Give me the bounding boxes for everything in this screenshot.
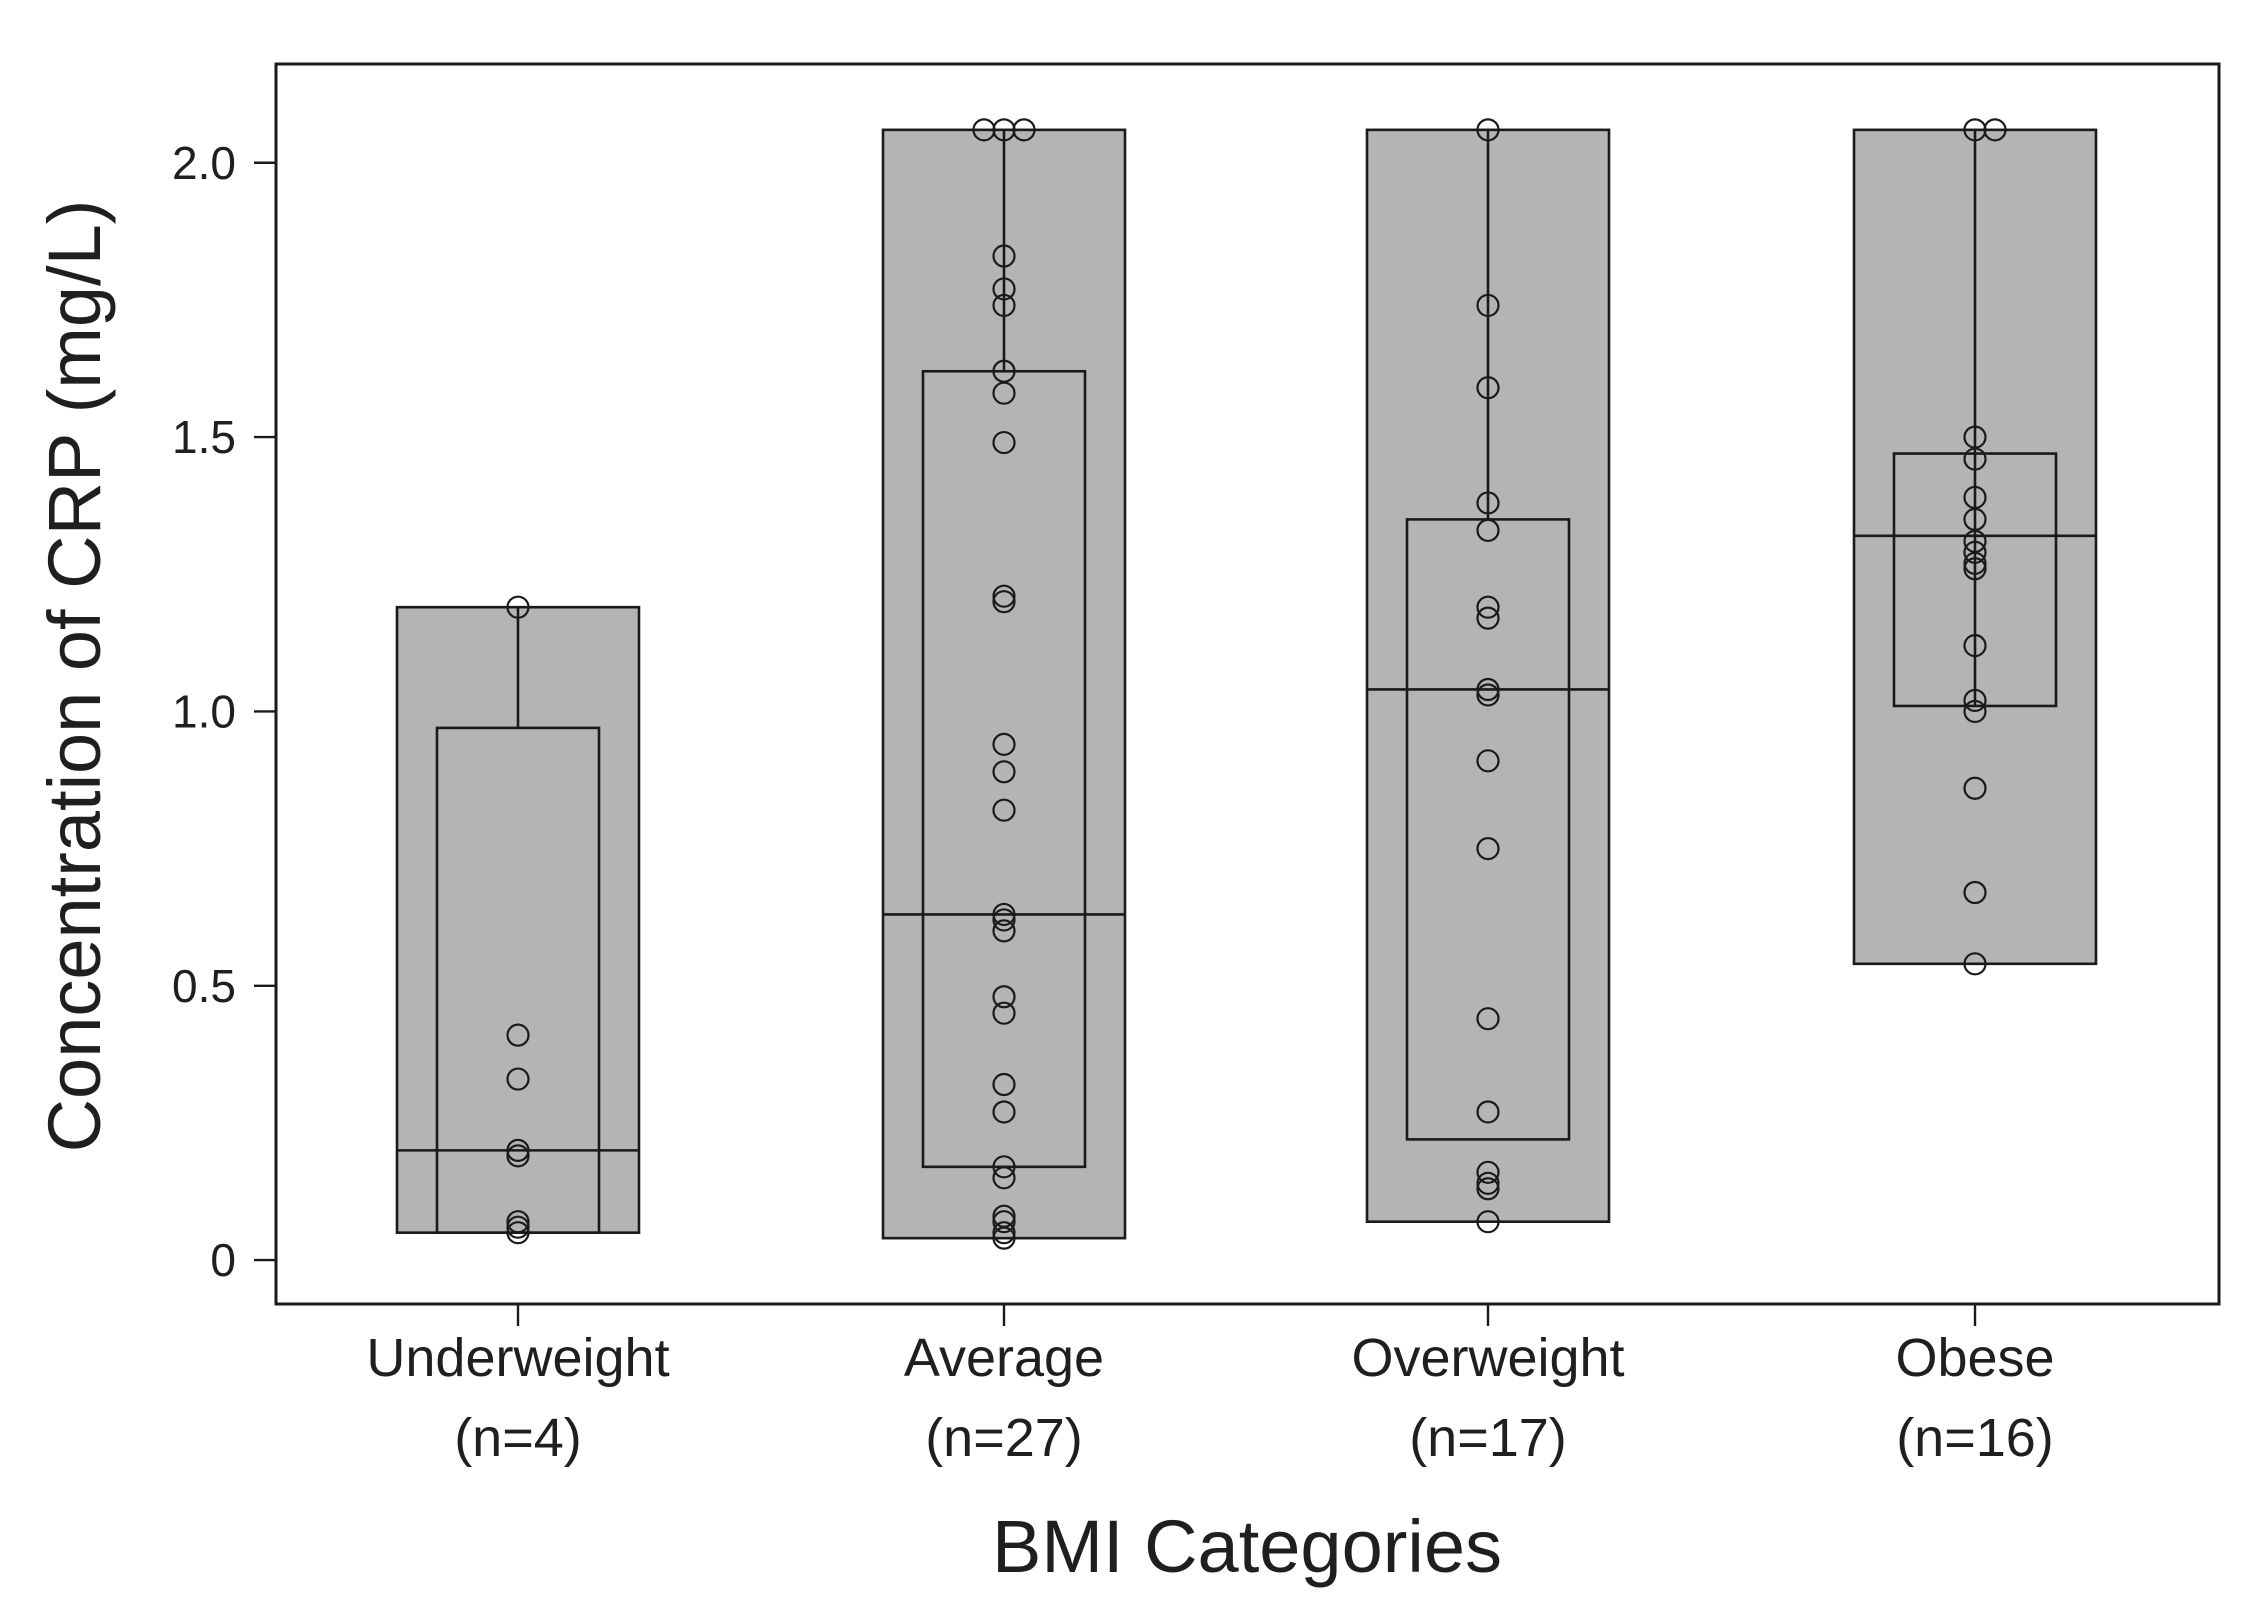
data-point <box>992 244 1016 268</box>
data-point <box>1476 518 1500 542</box>
y-tick-label: 0.5 <box>172 960 236 1012</box>
data-point <box>992 381 1016 405</box>
box-groups <box>395 118 2098 1250</box>
data-point <box>1476 118 1500 142</box>
data-point <box>992 908 1016 932</box>
data-point <box>1983 118 2007 142</box>
y-tick-label: 1.5 <box>172 411 236 463</box>
data-point <box>1476 1160 1500 1184</box>
data-point <box>1476 293 1500 318</box>
y-tick-label: 0 <box>210 1234 236 1286</box>
data-point <box>1476 595 1500 619</box>
data-point <box>1476 1171 1500 1195</box>
data-point <box>1476 491 1500 515</box>
x-tick-label: Average <box>904 1328 1104 1388</box>
x-tick-count-label: (n=4) <box>454 1408 582 1468</box>
data-point <box>992 430 1016 455</box>
box-group-average <box>881 118 1127 1250</box>
y-tick-label: 1.0 <box>172 685 236 737</box>
data-point <box>506 1144 530 1168</box>
x-tick-count-label: (n=16) <box>1896 1408 2054 1468</box>
data-point <box>506 1221 530 1245</box>
data-point <box>992 1210 1016 1234</box>
data-point <box>506 1138 530 1162</box>
data-point <box>1963 952 1987 976</box>
data-point <box>972 118 996 142</box>
data-point <box>992 1001 1016 1025</box>
data-point <box>1963 551 1987 575</box>
y-axis: 0 0.5 1.0 1.5 2.0 <box>172 137 276 1286</box>
x-axis: Underweight (n=4) Average (n=27) Overweight (… <box>366 1304 2055 1468</box>
data-point <box>506 1215 530 1239</box>
y-tick-label: 2.0 <box>172 137 236 189</box>
data-point <box>1963 447 1987 471</box>
data-point <box>1963 557 1987 581</box>
data-point <box>992 1226 1016 1250</box>
data-point <box>992 1072 1016 1097</box>
data-point <box>1476 606 1500 630</box>
x-tick-count-label: (n=17) <box>1409 1408 1567 1468</box>
box-group-underweight <box>395 595 641 1245</box>
data-point <box>1963 633 1987 658</box>
data-point <box>992 1221 1016 1245</box>
y-axis-title: Concentration of CRP (mg/L) <box>33 200 116 1153</box>
data-point <box>992 584 1016 608</box>
data-point <box>1963 699 1987 724</box>
data-point <box>506 1210 530 1234</box>
data-point <box>992 1100 1016 1124</box>
data-point <box>506 1023 530 1047</box>
data-point <box>1476 677 1500 702</box>
box-group-obese <box>1852 118 2098 976</box>
plot-frame <box>274 62 2221 1306</box>
data-point <box>1012 118 1036 142</box>
data-point <box>992 1166 1016 1190</box>
data-point <box>506 1067 530 1091</box>
data-point <box>992 798 1016 822</box>
x-tick-label: Obese <box>1895 1328 2054 1388</box>
data-point <box>1476 376 1500 400</box>
x-tick-label: Underweight <box>366 1328 669 1388</box>
x-axis-title: BMI Categories <box>992 1505 1502 1588</box>
data-point <box>1476 683 1500 707</box>
box-group-overweight <box>1365 118 1611 1234</box>
data-point <box>1963 540 1987 564</box>
data-point <box>1476 1210 1500 1234</box>
data-point <box>1963 688 1987 713</box>
data-point <box>992 985 1016 1009</box>
data-point <box>1476 1007 1500 1031</box>
data-point <box>1476 1177 1500 1201</box>
data-point <box>1476 837 1500 861</box>
x-tick-label: Overweight <box>1351 1328 1624 1388</box>
data-point <box>992 293 1016 318</box>
x-tick-count-label: (n=27) <box>925 1408 1083 1468</box>
data-point <box>992 902 1016 927</box>
data-point <box>1963 776 1987 800</box>
data-point <box>992 732 1016 756</box>
data-point <box>1476 749 1500 773</box>
data-point <box>506 595 530 619</box>
data-point <box>992 277 1016 301</box>
data-point <box>1963 880 1987 905</box>
data-point <box>992 919 1016 943</box>
data-point <box>992 590 1016 614</box>
data-point <box>1476 1100 1500 1124</box>
data-point <box>992 760 1016 784</box>
data-point <box>992 1155 1016 1179</box>
